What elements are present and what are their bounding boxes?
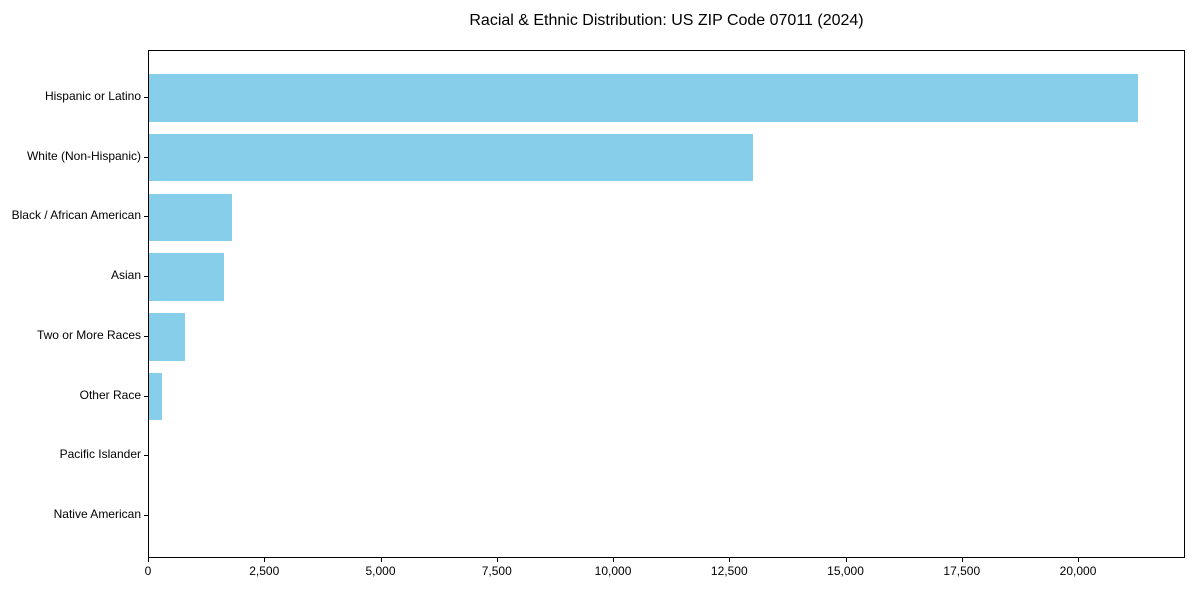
y-tick-label: Black / African American [11,208,141,223]
bar-hispanic-or-latino [149,74,1139,122]
bar-asian [149,253,224,301]
x-tick-mark [496,558,498,562]
y-tick-mark [144,276,148,278]
y-tick-label: Two or More Races [36,327,141,342]
chart-title: Racial & Ethnic Distribution: US ZIP Cod… [469,12,864,29]
x-tick-mark [613,558,615,562]
x-tick-mark [729,558,731,562]
y-tick-label: Other Race [79,387,141,402]
y-tick-mark [144,335,148,337]
x-tick-label: 5,000 [365,564,396,578]
bar-black-african-american [149,193,232,242]
x-tick-mark [1078,558,1080,562]
x-tick-mark [845,558,847,562]
bar-other-race [149,372,162,421]
x-tick-label: 10,000 [594,564,632,578]
x-tick-label: 17,500 [943,564,981,578]
x-tick-label: 0 [144,564,152,578]
y-tick-label: White (Non-Hispanic) [26,148,141,163]
y-tick-label: Native American [53,506,141,521]
y-tick-mark [144,97,148,98]
y-tick-label: Hispanic or Latino [44,89,141,103]
x-tick-mark [380,558,382,562]
x-tick-mark [264,558,266,562]
y-tick-mark [144,395,148,397]
x-tick-label: 2,500 [249,564,280,578]
bar-two-or-more-races [149,313,186,361]
x-tick-mark [148,558,149,562]
y-tick-label: Asian [110,268,141,283]
y-tick-label: Pacific Islander [59,447,141,462]
bar-white-non-hispanic [149,133,754,182]
y-tick-mark [144,514,148,516]
x-tick-label: 15,000 [827,564,864,578]
x-tick-mark [961,558,963,562]
x-tick-label: 7,500 [481,564,512,578]
x-tick-label: 20,000 [1059,564,1097,578]
x-tick-label: 12,500 [710,564,748,578]
plot-area [148,50,1185,558]
y-tick-mark [144,156,148,158]
y-tick-mark [144,216,148,218]
y-tick-mark [144,455,148,457]
